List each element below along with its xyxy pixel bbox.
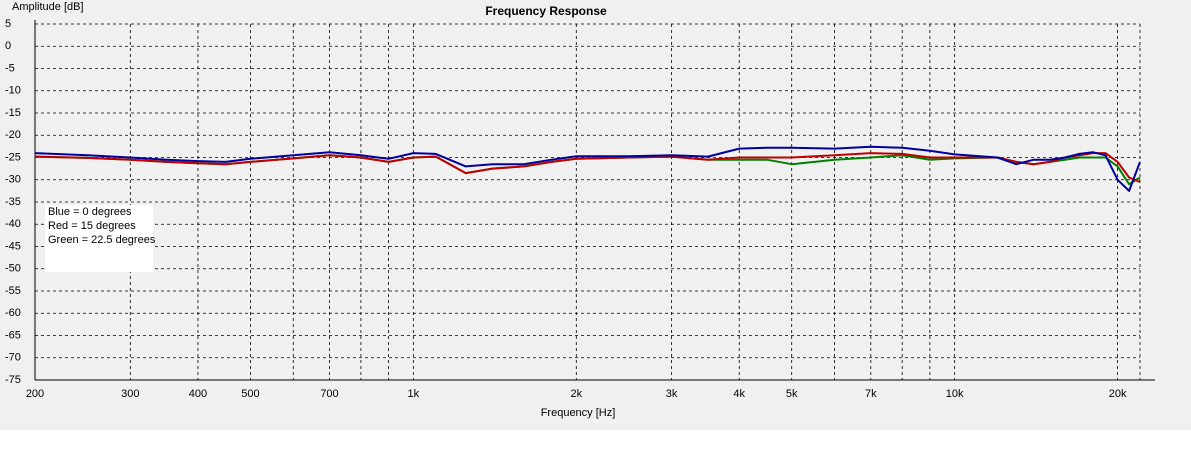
x-tick-label: 200 bbox=[26, 388, 44, 400]
y-tick-label: -30 bbox=[5, 174, 21, 186]
y-tick-label: -10 bbox=[5, 85, 21, 97]
chart-title: Frequency Response bbox=[485, 4, 607, 18]
y-tick-label: -70 bbox=[5, 352, 21, 364]
y-tick-label: -55 bbox=[5, 285, 21, 297]
x-tick-label: 5k bbox=[786, 388, 798, 400]
legend-label: Blue = 0 degrees bbox=[48, 206, 132, 218]
series-line bbox=[34, 152, 1141, 183]
y-tick-label: -65 bbox=[5, 329, 21, 341]
y-tick-label: -60 bbox=[5, 307, 21, 319]
y-tick-label: -75 bbox=[5, 374, 21, 386]
y-tick-label: -25 bbox=[5, 151, 21, 163]
y-axis-label: Amplitude [dB] bbox=[12, 1, 84, 13]
series-line bbox=[34, 145, 1141, 192]
y-tick-label: -50 bbox=[5, 263, 21, 275]
x-axis-label: Frequency [Hz] bbox=[541, 407, 616, 419]
x-tick-label: 10k bbox=[946, 388, 964, 400]
x-tick-label: 400 bbox=[189, 388, 207, 400]
x-tick-label: 3k bbox=[666, 388, 678, 400]
x-tick-label: 500 bbox=[241, 388, 259, 400]
x-tick-label: 2k bbox=[570, 388, 582, 400]
y-tick-label: -35 bbox=[5, 196, 21, 208]
x-tick-label: 4k bbox=[733, 388, 745, 400]
legend bbox=[45, 205, 153, 272]
x-tick-label: 20k bbox=[1109, 388, 1127, 400]
x-tick-label: 7k bbox=[865, 388, 877, 400]
y-tick-label: 0 bbox=[5, 40, 11, 52]
y-tick-label: 5 bbox=[5, 18, 11, 30]
y-tick-label: -20 bbox=[5, 129, 21, 141]
y-tick-label: -45 bbox=[5, 240, 21, 252]
x-tick-label: 300 bbox=[121, 388, 139, 400]
y-tick-label: -15 bbox=[5, 107, 21, 119]
chart-background bbox=[0, 0, 1191, 430]
y-tick-label: -40 bbox=[5, 218, 21, 230]
legend-label: Red = 15 degrees bbox=[48, 220, 136, 232]
x-tick-label: 1k bbox=[408, 388, 420, 400]
y-tick-label: -5 bbox=[5, 62, 15, 74]
legend-label: Green = 22.5 degrees bbox=[48, 234, 156, 246]
x-tick-label: 700 bbox=[320, 388, 338, 400]
